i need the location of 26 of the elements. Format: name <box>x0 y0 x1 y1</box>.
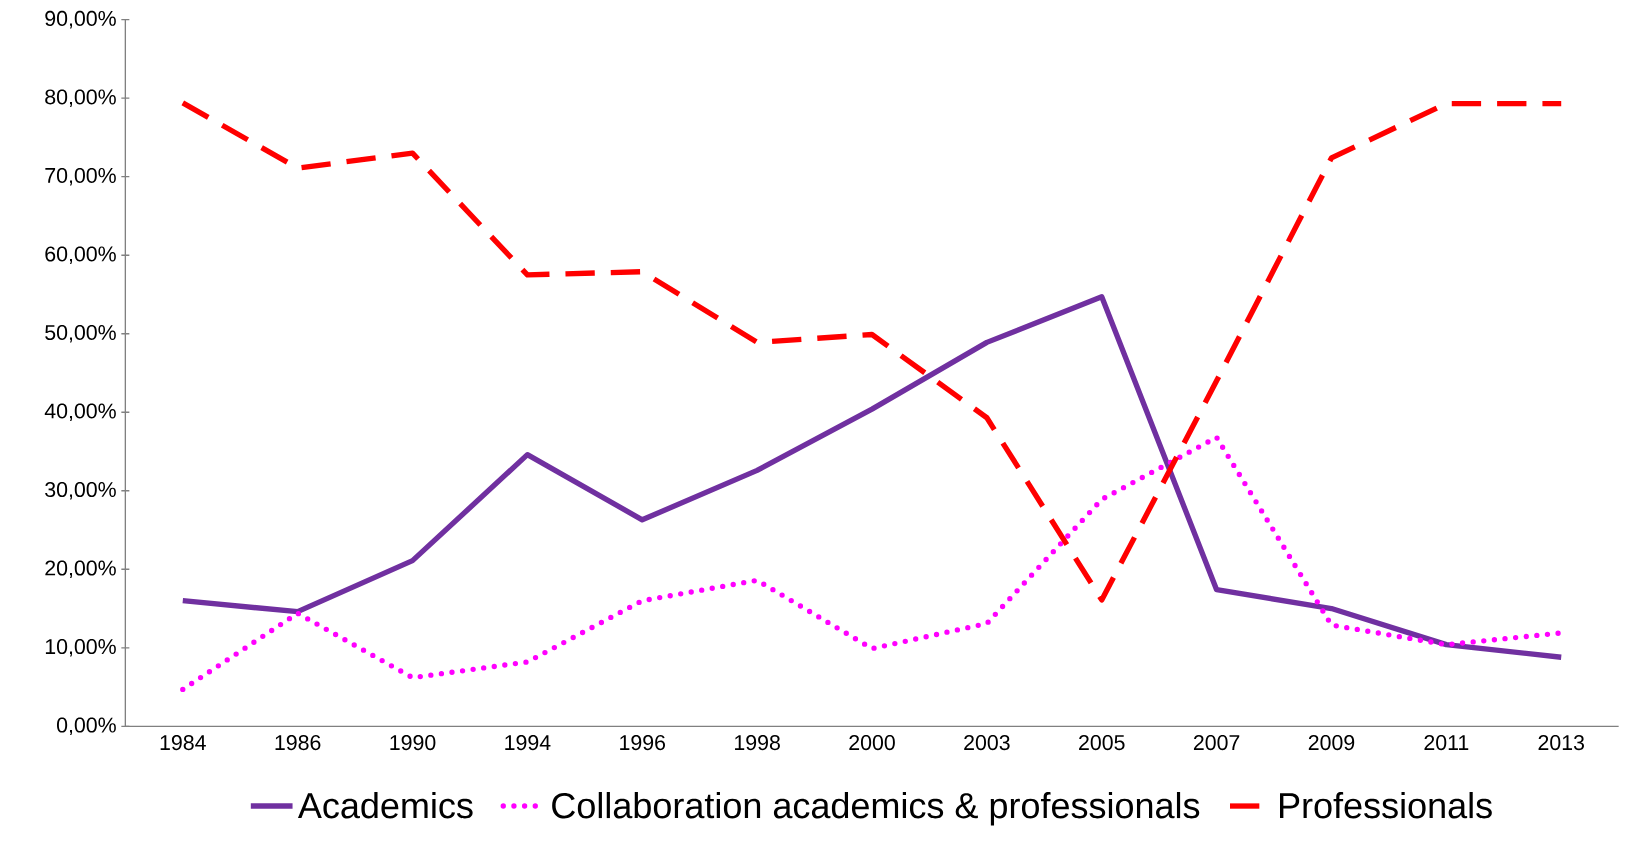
x-tick-label: 1990 <box>390 735 436 751</box>
x-tick-label: 2007 <box>1193 735 1240 751</box>
x-tick-label: 2005 <box>1079 735 1125 751</box>
y-tick-label: 30,00% <box>45 481 116 500</box>
legend-label: Professionals <box>1280 791 1492 819</box>
x-tick-label: 2011 <box>1424 735 1469 751</box>
x-tick-label: 1986 <box>275 735 321 751</box>
x-tick-label: 2000 <box>849 735 895 751</box>
y-tick-label: 70,00% <box>45 167 116 186</box>
x-tick-label: 2009 <box>1308 735 1355 751</box>
legend-label: Academics <box>297 791 473 819</box>
x-tick-label: 1998 <box>735 735 780 751</box>
x-tick-label: 2013 <box>1538 735 1584 751</box>
y-tick-label: 40,00% <box>44 403 116 422</box>
y-tick-label: 50,00% <box>45 324 116 343</box>
x-tick-label: 1994 <box>505 735 551 751</box>
y-tick-label: 20,00% <box>45 560 116 579</box>
y-tick-label: 60,00% <box>45 246 116 265</box>
legend-label: Collaboration academics & professionals <box>552 791 1200 826</box>
x-tick-label: 1984 <box>160 735 206 751</box>
x-tick-label: 1996 <box>620 735 666 751</box>
y-tick-label: 10,00% <box>45 639 116 657</box>
y-tick-label: 0,00% <box>56 717 116 736</box>
y-tick-label: 90,00% <box>45 10 116 29</box>
x-tick-label: 2003 <box>964 735 1010 751</box>
y-tick-label: 80,00% <box>45 89 116 107</box>
